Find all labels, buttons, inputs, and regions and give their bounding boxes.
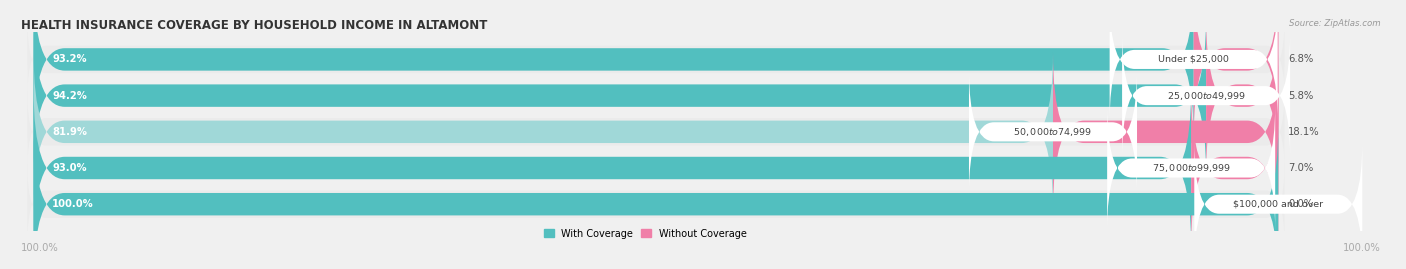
Text: $75,000 to $99,999: $75,000 to $99,999 — [1152, 162, 1230, 174]
FancyBboxPatch shape — [27, 91, 1285, 172]
Text: 93.0%: 93.0% — [52, 163, 87, 173]
Text: 6.8%: 6.8% — [1288, 54, 1313, 64]
Text: Source: ZipAtlas.com: Source: ZipAtlas.com — [1289, 19, 1381, 28]
Text: $100,000 and over: $100,000 and over — [1233, 200, 1323, 209]
Text: 100.0%: 100.0% — [21, 243, 59, 253]
FancyBboxPatch shape — [27, 164, 1285, 245]
Text: 5.8%: 5.8% — [1288, 91, 1313, 101]
FancyBboxPatch shape — [1122, 33, 1291, 158]
Text: 18.1%: 18.1% — [1288, 127, 1320, 137]
FancyBboxPatch shape — [34, 0, 1194, 139]
FancyBboxPatch shape — [1107, 105, 1275, 231]
Text: Under $25,000: Under $25,000 — [1159, 55, 1229, 64]
FancyBboxPatch shape — [27, 55, 1285, 136]
FancyBboxPatch shape — [969, 69, 1137, 195]
Text: 93.2%: 93.2% — [52, 54, 87, 64]
Text: HEALTH INSURANCE COVERAGE BY HOUSEHOLD INCOME IN ALTAMONT: HEALTH INSURANCE COVERAGE BY HOUSEHOLD I… — [21, 19, 488, 32]
Text: 94.2%: 94.2% — [52, 91, 87, 101]
Legend: With Coverage, Without Coverage: With Coverage, Without Coverage — [540, 225, 751, 242]
FancyBboxPatch shape — [1206, 16, 1278, 175]
Text: 7.0%: 7.0% — [1288, 163, 1313, 173]
FancyBboxPatch shape — [27, 128, 1285, 208]
Text: 81.9%: 81.9% — [52, 127, 87, 137]
Text: $25,000 to $49,999: $25,000 to $49,999 — [1167, 90, 1246, 102]
FancyBboxPatch shape — [1053, 52, 1278, 211]
FancyBboxPatch shape — [34, 52, 1053, 211]
Text: $50,000 to $74,999: $50,000 to $74,999 — [1014, 126, 1092, 138]
FancyBboxPatch shape — [34, 125, 1278, 269]
FancyBboxPatch shape — [1109, 0, 1278, 122]
Text: 100.0%: 100.0% — [52, 199, 94, 209]
FancyBboxPatch shape — [1191, 89, 1278, 247]
FancyBboxPatch shape — [34, 89, 1191, 247]
FancyBboxPatch shape — [1194, 141, 1362, 267]
FancyBboxPatch shape — [34, 16, 1206, 175]
FancyBboxPatch shape — [1194, 0, 1278, 139]
Text: 100.0%: 100.0% — [1343, 243, 1381, 253]
FancyBboxPatch shape — [27, 19, 1285, 100]
Text: 0.0%: 0.0% — [1288, 199, 1313, 209]
